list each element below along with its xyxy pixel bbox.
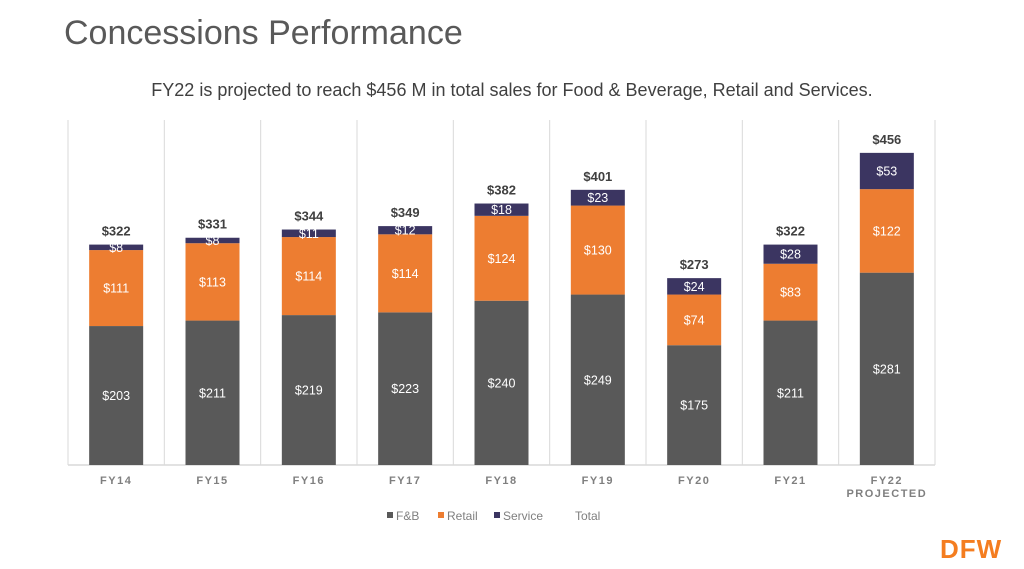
total-label: $382 [487, 183, 516, 198]
data-label: $114 [392, 267, 419, 281]
bar-service-0 [89, 244, 144, 251]
bar-service-3 [378, 226, 433, 235]
data-label: $83 [780, 286, 801, 300]
bar-retail-5 [570, 205, 625, 295]
bar-retail-7 [763, 263, 818, 321]
bar-service-1 [185, 237, 240, 244]
data-label: $175 [680, 399, 708, 413]
data-label: $8 [206, 234, 220, 248]
bar-service-7 [763, 244, 818, 264]
data-label: $12 [395, 224, 416, 238]
bar-service-4 [474, 203, 529, 216]
legend-label: Service [503, 509, 543, 523]
x-tick-label: PROJECTED [846, 488, 927, 500]
data-label: $28 [780, 248, 801, 262]
bar-retail-2 [281, 237, 336, 316]
legend-label: F&B [396, 509, 419, 523]
total-label: $322 [102, 224, 131, 239]
x-tick-label: FY20 [678, 475, 710, 487]
legend-label: Total [575, 509, 600, 523]
data-label: $240 [488, 376, 516, 390]
data-label: $11 [299, 227, 319, 241]
slide-title: Concessions Performance [64, 14, 463, 52]
data-label: $124 [488, 252, 516, 266]
data-label: $74 [684, 313, 705, 327]
bar-fb-1 [185, 320, 240, 465]
data-label: $122 [873, 224, 901, 238]
total-label: $349 [391, 205, 420, 220]
x-tick-label: FY21 [774, 475, 806, 487]
dfw-logo: DFW [940, 534, 1003, 564]
bar-retail-6 [667, 294, 722, 346]
x-tick-label: FY15 [196, 475, 228, 487]
bar-retail-4 [474, 215, 529, 301]
x-tick-label: FY19 [582, 475, 614, 487]
bar-service-6 [667, 278, 722, 295]
data-label: $113 [199, 275, 226, 289]
total-label: $344 [294, 209, 324, 224]
bar-fb-3 [378, 312, 433, 465]
slide-subtitle: FY22 is projected to reach $456 M in tot… [151, 80, 873, 100]
legend-swatch [438, 512, 444, 518]
bar-fb-7 [763, 320, 818, 465]
bar-service-2 [281, 229, 336, 238]
x-tick-label: FY18 [485, 475, 517, 487]
legend-swatch [387, 512, 393, 518]
data-label: $53 [876, 165, 897, 179]
legend-swatch [494, 512, 500, 518]
data-label: $281 [873, 362, 901, 376]
data-label: $111 [103, 282, 129, 296]
bar-retail-8 [859, 189, 914, 273]
bar-fb-5 [570, 294, 625, 465]
data-label: $249 [584, 373, 612, 387]
x-tick-label: FY16 [293, 475, 325, 487]
data-label: $8 [109, 241, 123, 255]
total-label: $273 [680, 257, 709, 272]
legend-label: Retail [447, 509, 478, 523]
total-label: $401 [583, 169, 612, 184]
data-label: $18 [491, 203, 512, 217]
data-label: $203 [102, 389, 130, 403]
bar-fb-2 [281, 315, 336, 465]
data-label: $223 [391, 382, 419, 396]
total-label: $331 [198, 217, 227, 232]
bar-fb-6 [667, 345, 722, 465]
bar-service-5 [570, 189, 625, 206]
bar-service-8 [859, 152, 914, 190]
bar-retail-0 [89, 250, 144, 327]
bar-retail-3 [378, 234, 433, 313]
x-tick-label: FY14 [100, 475, 132, 487]
total-label: $322 [776, 224, 805, 239]
bar-fb-4 [474, 300, 529, 465]
data-label: $23 [587, 191, 608, 205]
data-label: $219 [295, 384, 323, 398]
total-label: $456 [872, 132, 901, 147]
data-label: $211 [199, 386, 226, 400]
data-label: $130 [584, 244, 612, 258]
bar-retail-1 [185, 243, 240, 321]
data-label: $24 [684, 280, 705, 294]
data-label: $114 [295, 270, 322, 284]
x-tick-label: FY22 [871, 475, 903, 487]
data-label: $211 [777, 386, 804, 400]
bar-fb-8 [859, 272, 914, 465]
x-tick-label: FY17 [389, 475, 421, 487]
bar-fb-0 [89, 326, 144, 465]
